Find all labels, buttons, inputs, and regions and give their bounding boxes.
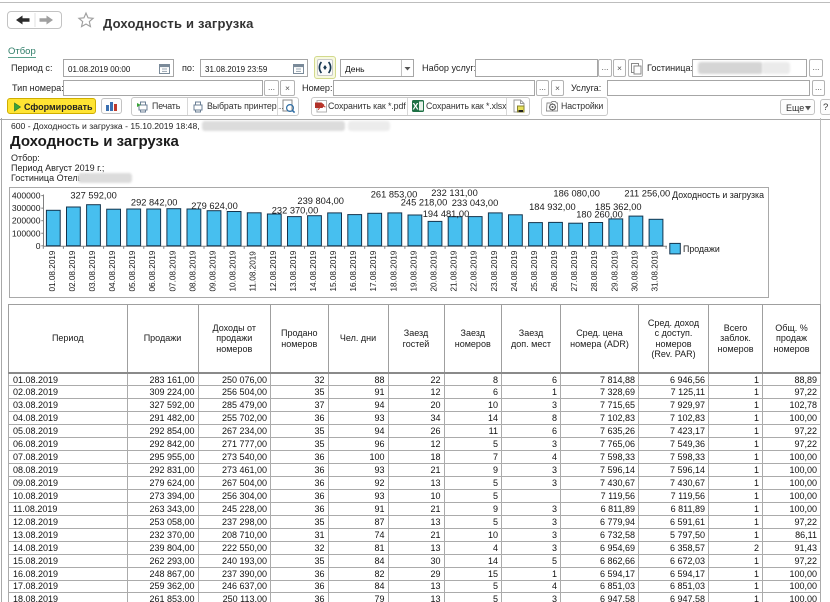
svg-text:24.08.2019: 24.08.2019 (510, 250, 519, 291)
svg-text:X: X (413, 102, 419, 112)
svg-text:19.08.2019: 19.08.2019 (409, 250, 418, 291)
svg-text:261 853,00: 261 853,00 (371, 189, 418, 199)
svg-text:16.08.2019: 16.08.2019 (349, 250, 358, 291)
svg-text:12.08.2019: 12.08.2019 (269, 250, 278, 291)
svg-text:279 624,00: 279 624,00 (191, 201, 238, 211)
svg-text:100000: 100000 (12, 228, 41, 238)
svg-text:18.08.2019: 18.08.2019 (389, 250, 398, 291)
svg-text:13.08.2019: 13.08.2019 (289, 250, 298, 291)
svg-text:245 218,00: 245 218,00 (401, 198, 448, 208)
svg-text:31.08.2019: 31.08.2019 (651, 250, 660, 291)
svg-text:20.08.2019: 20.08.2019 (430, 250, 439, 291)
svg-text:30.08.2019: 30.08.2019 (630, 250, 639, 291)
svg-text:22.08.2019: 22.08.2019 (470, 250, 479, 291)
svg-text:07.08.2019: 07.08.2019 (168, 250, 177, 291)
svg-text:29.08.2019: 29.08.2019 (610, 250, 619, 291)
svg-text:11.08.2019: 11.08.2019 (249, 251, 258, 292)
svg-text:184 932,00: 184 932,00 (529, 202, 576, 212)
svg-text:10.08.2019: 10.08.2019 (229, 250, 238, 291)
svg-text:185 362,00: 185 362,00 (595, 202, 642, 212)
svg-text:04.08.2019: 04.08.2019 (108, 250, 117, 291)
svg-text:14.08.2019: 14.08.2019 (309, 250, 318, 291)
svg-text:180 260,00: 180 260,00 (576, 209, 623, 219)
svg-text:239 804,00: 239 804,00 (297, 196, 344, 206)
svg-text:09.08.2019: 09.08.2019 (209, 250, 218, 291)
svg-text:400000: 400000 (12, 191, 41, 201)
svg-text:211 256,00: 211 256,00 (624, 188, 670, 198)
svg-text:21.08.2019: 21.08.2019 (450, 250, 459, 291)
svg-text:200000: 200000 (12, 216, 41, 226)
svg-text:05.08.2019: 05.08.2019 (128, 250, 137, 291)
svg-text:Доходность и загрузка: Доходность и загрузка (672, 190, 764, 200)
svg-text:27.08.2019: 27.08.2019 (570, 250, 579, 291)
svg-text:17.08.2019: 17.08.2019 (369, 250, 378, 291)
svg-text:25.08.2019: 25.08.2019 (530, 250, 539, 291)
svg-text:292 842,00: 292 842,00 (131, 198, 178, 208)
svg-text:08.08.2019: 08.08.2019 (188, 250, 197, 291)
svg-text:232 131,00: 232 131,00 (431, 188, 478, 198)
svg-text:23.08.2019: 23.08.2019 (490, 250, 499, 291)
svg-text:03.08.2019: 03.08.2019 (88, 250, 97, 291)
svg-text:01.08.2019: 01.08.2019 (48, 250, 57, 291)
svg-text:300000: 300000 (12, 203, 41, 213)
svg-text:28.08.2019: 28.08.2019 (590, 250, 599, 291)
svg-text:186 080,00: 186 080,00 (553, 188, 600, 198)
svg-text:0: 0 (36, 241, 41, 251)
svg-text:232 370,00: 232 370,00 (272, 206, 319, 216)
svg-text:Продажи: Продажи (683, 244, 720, 254)
svg-text:15.08.2019: 15.08.2019 (329, 250, 338, 291)
svg-text:06.08.2019: 06.08.2019 (148, 250, 157, 291)
svg-text:02.08.2019: 02.08.2019 (68, 250, 77, 291)
svg-text:233 043,00: 233 043,00 (452, 198, 499, 208)
svg-text:194 481,00: 194 481,00 (423, 209, 470, 219)
svg-text:26.08.2019: 26.08.2019 (550, 250, 559, 291)
svg-text:327 592,00: 327 592,00 (70, 190, 117, 200)
